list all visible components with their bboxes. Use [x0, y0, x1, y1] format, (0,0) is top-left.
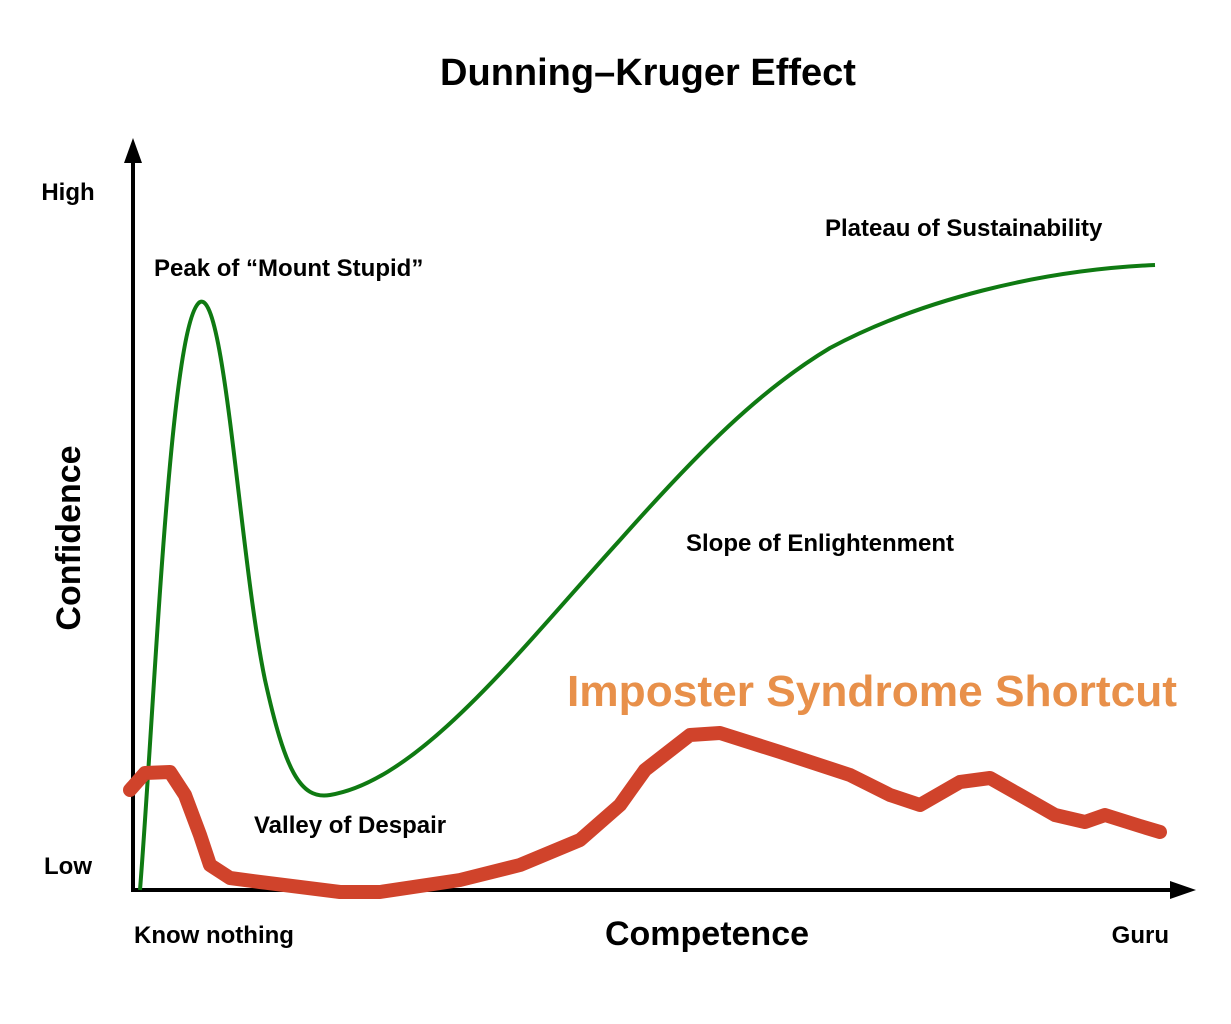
x-axis-arrow	[1170, 881, 1196, 899]
x-axis-label: Competence	[605, 915, 809, 953]
slope-annotation: Slope of Enlightenment	[686, 530, 954, 557]
y-axis-arrow	[124, 138, 142, 163]
title: Dunning–Kruger Effect	[440, 52, 856, 94]
dunning-kruger-curve	[138, 263, 1156, 891]
y-axis-label: Confidence	[50, 445, 88, 630]
x-end-label: Guru	[1112, 922, 1169, 949]
peak-annotation: Peak of “Mount Stupid”	[154, 255, 423, 282]
shortcut-annotation: Imposter Syndrome Shortcut	[567, 667, 1177, 716]
valley-annotation: Valley of Despair	[254, 812, 446, 839]
y-low-label: Low	[44, 853, 92, 880]
imposter-curve	[123, 726, 1167, 899]
y-high-label: High	[41, 179, 94, 206]
x-start-label: Know nothing	[134, 922, 294, 949]
plateau-annotation: Plateau of Sustainability	[825, 215, 1103, 242]
